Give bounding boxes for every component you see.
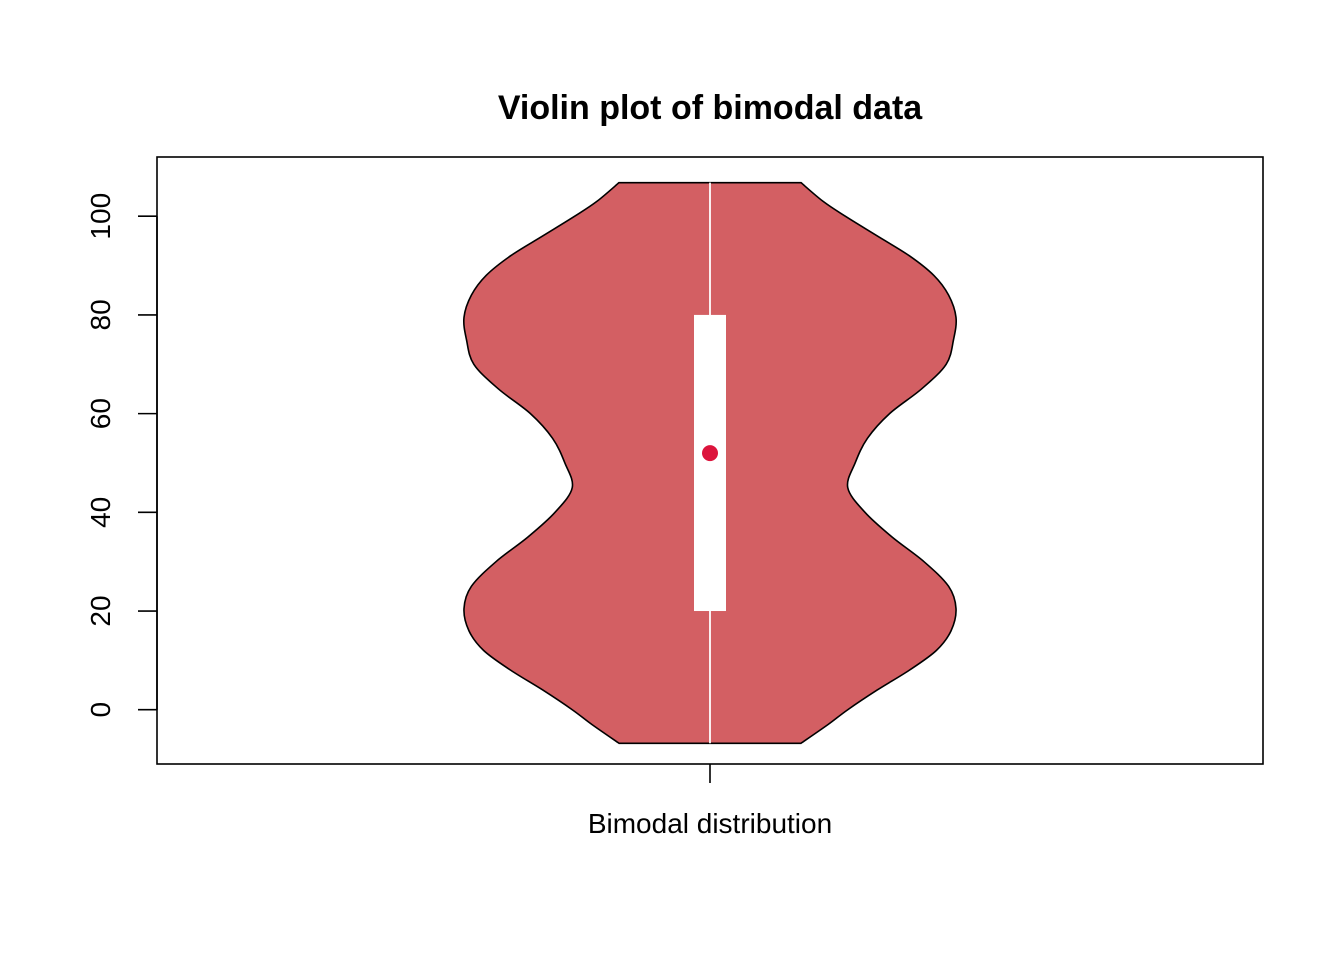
chart-title: Violin plot of bimodal data	[498, 89, 923, 127]
median-point	[702, 445, 718, 462]
y-tick-label: 100	[85, 193, 116, 240]
y-tick-label: 40	[85, 497, 116, 528]
marks-layer	[463, 181, 957, 745]
iqr-box	[694, 314, 726, 612]
y-tick-label: 0	[85, 702, 116, 718]
x-tick-label: Bimodal distribution	[588, 808, 832, 839]
x-axis: Bimodal distribution	[588, 764, 832, 839]
y-tick-label: 80	[85, 299, 116, 330]
y-tick-label: 60	[85, 398, 116, 429]
y-tick-label: 20	[85, 595, 116, 626]
y-axis: 0 20 40 60 80 100	[85, 193, 158, 718]
